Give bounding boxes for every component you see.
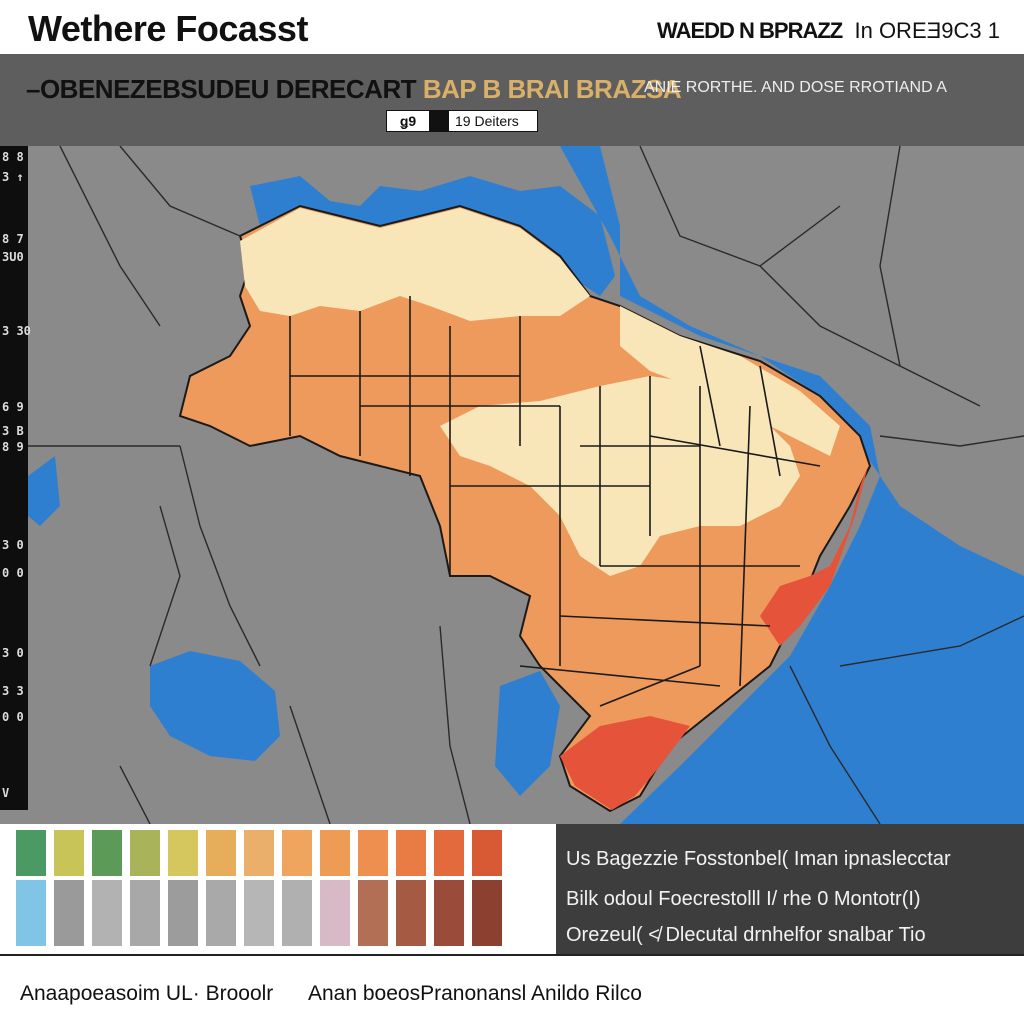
footer-left: Anaapoeasoim UL· Brooolr (20, 982, 274, 1005)
scale-label: 0 0 (2, 710, 24, 724)
scale-label: 3U0 (2, 250, 24, 264)
legend-swatch-top (472, 830, 502, 876)
water-west-edge (28, 456, 60, 526)
legend-swatch-bottom (168, 880, 198, 946)
scale-label: 3 30 (2, 324, 31, 338)
scale-label: V (2, 786, 10, 800)
date-divider (429, 111, 449, 131)
scale-label: 3 ↑ (2, 170, 24, 184)
lake-west (150, 651, 280, 761)
scale-strip: 8 8 3 ↑ 8 7 3U0 3 30 6 9 3 B 8 9 3 0 0 0… (0, 146, 31, 810)
legend-swatch-top (244, 830, 274, 876)
legend-swatch-top (16, 830, 46, 876)
legend-swatch-top (168, 830, 198, 876)
cool-zone-north (240, 208, 590, 321)
map-canvas (28, 146, 1024, 824)
scale-label: 3 0 (2, 538, 24, 552)
scale-label: 0 0 (2, 566, 24, 580)
legend-swatch-top (434, 830, 464, 876)
state-borders (289, 296, 821, 707)
info-panel: Us Bagezzie Fosstonbel( Iman ipnasleccta… (556, 824, 1024, 954)
legend-swatch-bottom (130, 880, 160, 946)
scale-label: 8 7 (2, 232, 24, 246)
legend-swatch-top (282, 830, 312, 876)
legend-swatch-bottom (16, 880, 46, 946)
legend-swatch-bottom (320, 880, 350, 946)
region-code: In OREƎ9C3 1 (854, 18, 1000, 43)
cool-zone-east (620, 306, 840, 456)
legend-swatch-bottom (396, 880, 426, 946)
legend-swatch-top (54, 830, 84, 876)
footer: Anaapoeasoim UL· Brooolr Anan boeosPrano… (0, 954, 1024, 1024)
ocean-north-coast (250, 176, 615, 296)
cool-zone-central (440, 376, 800, 576)
footer-right: Anan boeosPranonansl Anildo Rilco (308, 982, 642, 1005)
legend-swatch-top (92, 830, 122, 876)
legend-swatch-top (130, 830, 160, 876)
legend-swatch-bottom (472, 880, 502, 946)
scale-label: 8 8 (2, 150, 24, 164)
legend-swatch-bottom (92, 880, 122, 946)
hot-zone-coast (760, 466, 868, 646)
legend-swatch-top (396, 830, 426, 876)
scale-label: 6 9 (2, 400, 24, 414)
country-borders (28, 146, 1024, 824)
top-bar: Wethere Focasst WAEDD N BPRAZZ In OREƎ9C… (0, 0, 1024, 54)
scale-label: 3 3 (2, 684, 24, 698)
date-day: ǥ9 (399, 113, 417, 129)
forecast-headline: –OBENEZEBSUDEU DERECART BAP B BRAI BRAZS… (26, 74, 682, 105)
legend-swatch-bottom (54, 880, 84, 946)
forecast-map[interactable] (0, 146, 1024, 824)
info-line-1: Us Bagezzie Fosstonbel( Iman ipnasleccta… (566, 848, 951, 870)
info-line-2: Bilk odoul Foecrestolll I/ rhe 0 Montotr… (566, 888, 921, 910)
legend-swatch-bottom (434, 880, 464, 946)
scale-label: 3 0 (2, 646, 24, 660)
scale-label: 3 B (2, 424, 24, 438)
legend-swatch-bottom (244, 880, 274, 946)
color-legend (0, 824, 556, 954)
legend-swatch-top (358, 830, 388, 876)
scale-label: 8 9 (2, 440, 24, 454)
lake-southwest (495, 671, 560, 796)
legend-swatch-top (320, 830, 350, 876)
app-title: Wethere Focasst (28, 8, 308, 49)
date-label: 19 Deiters (455, 113, 519, 129)
date-selector[interactable]: ǥ9 19 Deiters (386, 110, 538, 132)
legend-swatch-bottom (206, 880, 236, 946)
legend-swatch-bottom (282, 880, 312, 946)
hot-zone-south (560, 716, 690, 810)
forecast-subhead: ANIE RORTHE. AND DOSE RROTIAND A (644, 79, 947, 96)
info-line-3: Orezeul( ≮ Dlecutal drnhelfor snalbar Ti… (566, 924, 926, 946)
region-title: WAEDD N BPRAZZ In OREƎ9C3 1 (657, 18, 1000, 44)
legend-swatch-bottom (358, 880, 388, 946)
headline-text: –OBENEZEBSUDEU DERECART (26, 74, 417, 104)
region-name: WAEDD N BPRAZZ (657, 18, 843, 43)
legend-swatch-top (206, 830, 236, 876)
headline-accent: BAP B BRAI BRAZSA (422, 74, 682, 104)
